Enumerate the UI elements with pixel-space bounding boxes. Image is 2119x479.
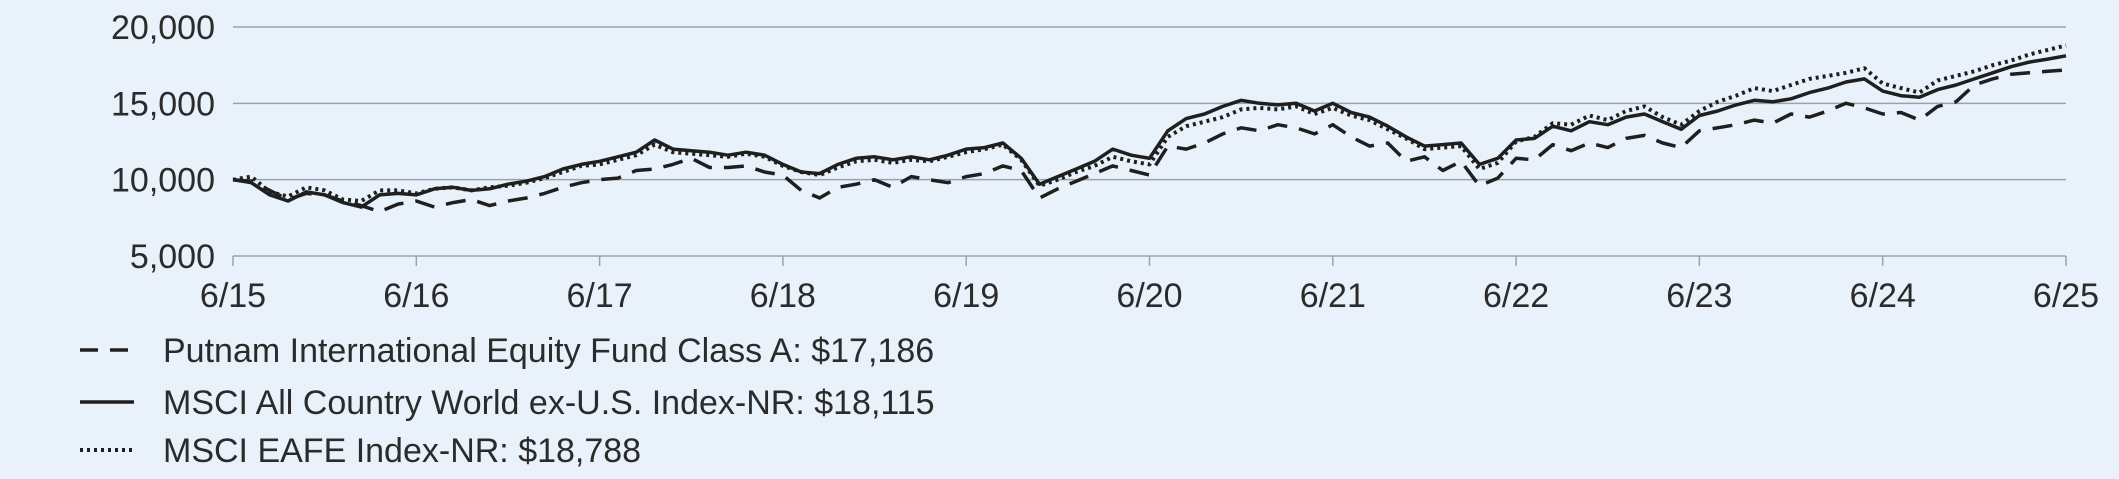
series-line-solid xyxy=(232,54,2067,209)
y-tick-label: 15,000 xyxy=(111,85,215,123)
y-tick-label: 10,000 xyxy=(111,162,215,200)
x-tick-label: 6/19 xyxy=(933,277,999,315)
x-tick-label: 6/18 xyxy=(750,277,816,315)
y-tick-label: 20,000 xyxy=(111,9,215,47)
x-tick-label: 6/25 xyxy=(2033,277,2099,315)
y-tick-label: 5,000 xyxy=(130,238,215,276)
series-line-dashed xyxy=(232,68,2067,214)
x-tick-label: 6/22 xyxy=(1483,277,1549,315)
x-tick-label: 6/24 xyxy=(1850,277,1916,315)
legend-label: MSCI EAFE Index-NR: $18,788 xyxy=(163,432,641,470)
x-tick-label: 6/23 xyxy=(1666,277,1732,315)
x-tick-label: 6/21 xyxy=(1300,277,1366,315)
y-axis-ticks: 5,000 10,000 15,000 20,000 xyxy=(111,9,215,276)
x-tick-label: 6/17 xyxy=(567,277,633,315)
x-axis-ticks: 6/15 6/16 6/17 6/18 6/19 6/20 6/21 6/22 6/23 6/24… xyxy=(200,256,2099,315)
series-line-dotted xyxy=(232,43,2067,203)
x-tick-label: 6/16 xyxy=(383,277,449,315)
legend-label: MSCI All Country World ex-U.S. Index-NR:… xyxy=(163,384,935,422)
grid-lines xyxy=(233,26,2066,257)
legend: Putnam International Equity Fund Class A… xyxy=(80,332,935,470)
x-tick-label: 6/15 xyxy=(200,277,266,315)
series-lines xyxy=(232,43,2067,214)
x-tick-label: 6/20 xyxy=(1116,277,1182,315)
legend-label: Putnam International Equity Fund Class A… xyxy=(163,332,934,370)
